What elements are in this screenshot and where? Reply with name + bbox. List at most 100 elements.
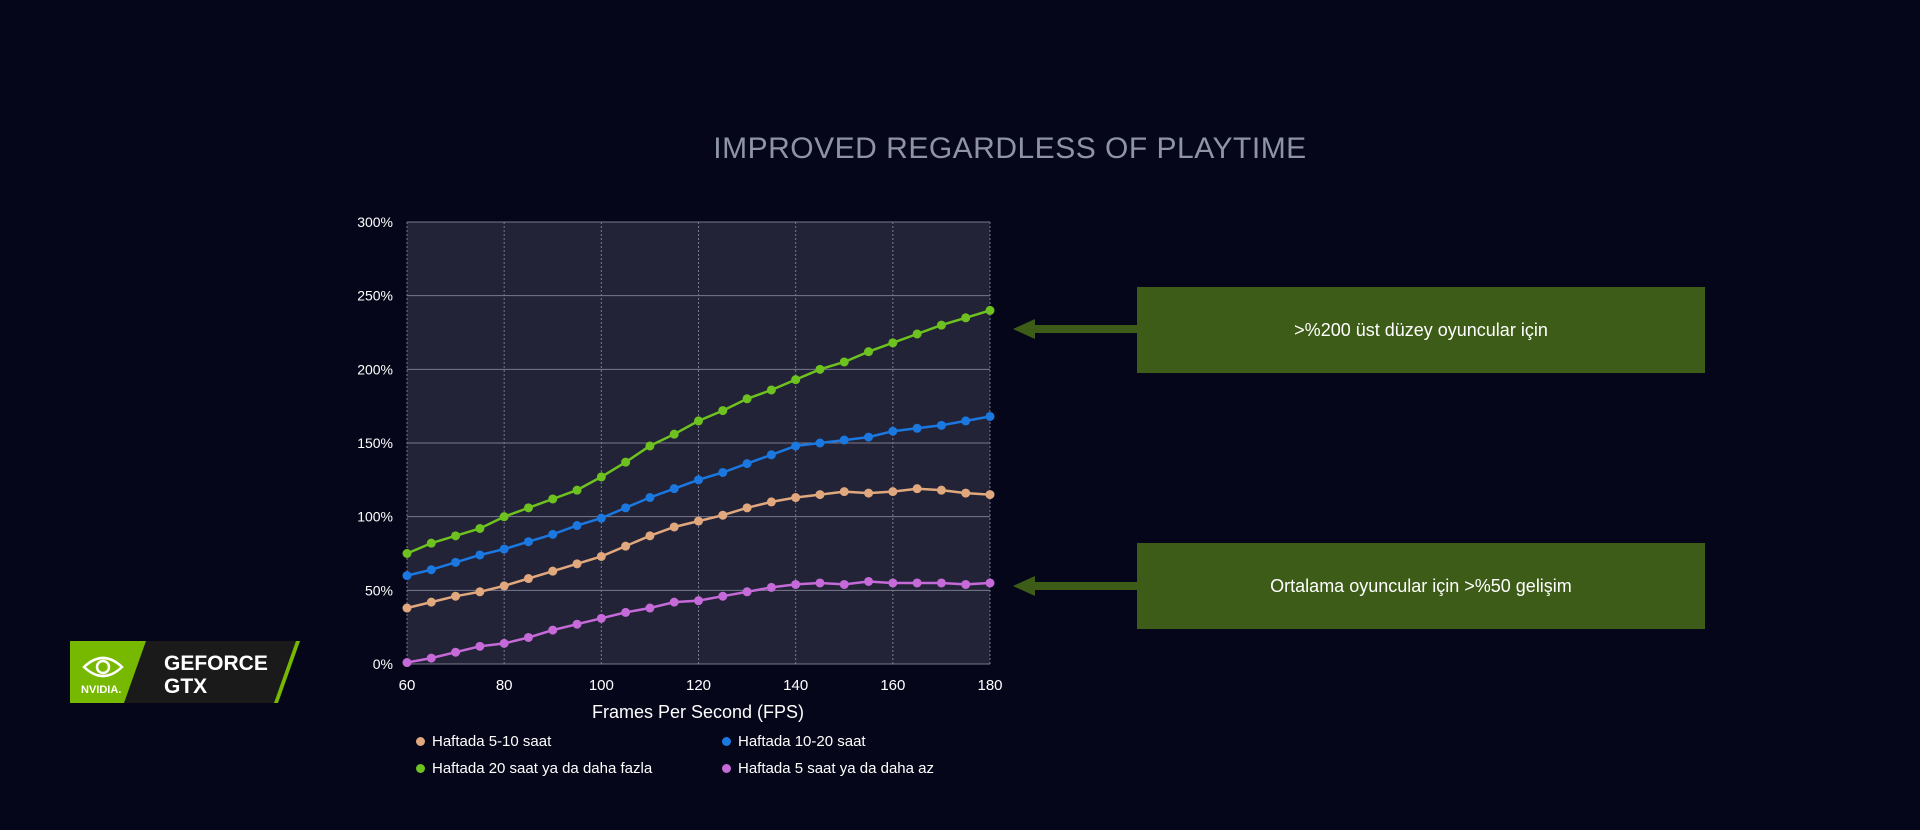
data-point [888,578,898,588]
data-point [426,653,436,663]
data-point [864,347,874,357]
x-axis-label: Frames Per Second (FPS) [592,702,804,722]
legend-label: Haftada 5 saat ya da daha az [738,760,934,777]
data-point [426,538,436,548]
data-point [815,578,825,588]
data-point [645,493,655,503]
legend-dot-icon [416,764,425,773]
data-point [548,625,558,635]
data-point [791,493,801,503]
geforce-gtx-logo: NVIDIA. GEFORCE GTX [70,641,300,703]
data-point [451,591,461,601]
y-tick-label: 50% [365,582,393,598]
data-point [596,513,606,523]
data-point [839,579,849,589]
data-points [402,305,995,668]
data-point [621,503,631,513]
legend-item: Haftada 5-10 saat [416,733,551,750]
legend-label: Haftada 20 saat ya da daha fazla [432,760,653,777]
data-point [669,522,679,532]
data-point [791,375,801,385]
data-point [839,357,849,367]
data-point [961,579,971,589]
x-tick-label: 160 [880,677,905,694]
data-point [548,566,558,576]
data-point [912,423,922,433]
data-point [499,638,509,648]
legend-dot-icon [722,764,731,773]
data-point [596,551,606,561]
nvidia-eye-icon [82,656,124,678]
data-point [718,591,728,601]
data-point [742,503,752,513]
data-point [621,457,631,467]
axis-ticks: 0% 50% 100% 150% 200% 250% 300% 60 80 100 120 140 16… [357,214,1002,694]
data-point [426,565,436,575]
data-point [475,523,485,533]
x-tick-label: 80 [496,677,513,694]
data-point [669,484,679,494]
data-point [694,516,703,526]
data-point [815,364,825,374]
logo-brand: NVIDIA. [81,684,121,696]
data-point [451,531,461,541]
legend-label: Haftada 10-20 saat [738,733,866,750]
data-point [864,488,874,498]
data-point [718,467,728,477]
data-point [936,578,946,588]
arrow-left-icon-top [1013,319,1137,339]
y-tick-label: 100% [357,509,393,525]
callout-top-players-text: >%200 üst düzey oyuncular için [1294,319,1548,340]
y-tick-label: 200% [357,361,393,377]
data-point [548,494,558,504]
y-tick-label: 150% [357,435,393,451]
data-point [523,574,533,584]
data-point [912,578,922,588]
callout-top-players: >%200 üst düzey oyuncular için [1137,287,1705,373]
data-point [499,544,509,554]
data-point [572,521,582,531]
data-point [718,406,728,416]
data-point [426,597,436,607]
data-point [912,484,922,494]
x-tick-label: 100 [589,677,614,694]
data-point [402,603,412,613]
data-point [475,641,485,651]
data-point [742,587,752,597]
legend-label: Haftada 5-10 saat [432,733,552,750]
data-point [912,329,922,339]
legend-dot-icon [416,737,425,746]
data-point [475,587,485,597]
data-point [669,429,679,439]
data-point [596,613,606,623]
data-point [766,450,776,460]
data-point [815,490,825,500]
data-point [451,647,461,657]
data-point [499,581,509,591]
data-point [523,632,533,642]
x-tick-label: 180 [977,677,1002,694]
y-tick-label: 0% [373,656,393,672]
x-tick-label: 120 [686,677,711,694]
data-point [402,658,412,668]
data-point [985,305,995,315]
data-point [985,490,995,500]
data-point [864,432,874,442]
data-point [645,531,655,541]
data-point [621,607,631,617]
logo-product-line1: GEFORCE [164,652,268,675]
data-point [596,472,606,482]
data-point [791,579,801,589]
data-point [742,459,752,469]
data-point [694,596,703,606]
arrow-left-icon-bottom [1013,576,1137,596]
data-point [839,487,849,497]
data-point [572,619,582,629]
data-point [888,338,898,348]
callout-average-players-text: Ortalama oyuncular için >%50 gelişim [1270,575,1572,596]
data-point [936,485,946,495]
data-point [694,416,703,426]
data-point [694,475,703,485]
y-tick-label: 250% [357,288,393,304]
